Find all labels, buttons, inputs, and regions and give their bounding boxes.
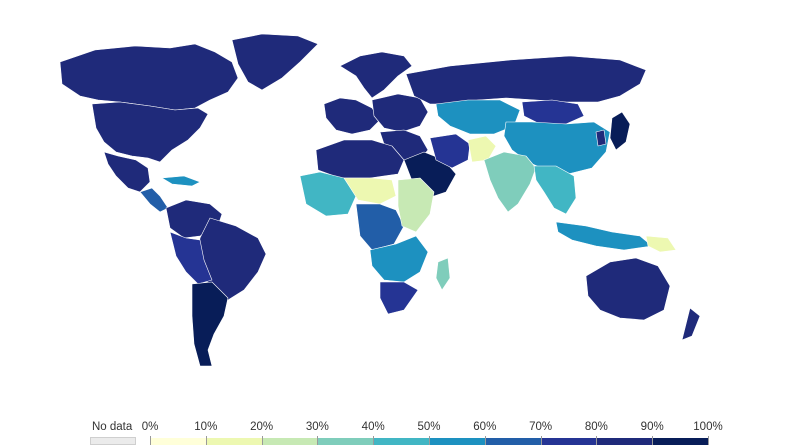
legend-bin-7 (540, 438, 597, 445)
region-mexico[interactable] (103, 151, 151, 193)
region-kazakhstan-central-asia[interactable] (435, 99, 521, 135)
region-indonesia[interactable] (555, 221, 653, 251)
region-united-states[interactable] (91, 101, 209, 163)
legend-bin-3 (317, 438, 374, 445)
region-korea[interactable] (595, 129, 607, 147)
region-iceland-scandinavia[interactable] (339, 51, 413, 99)
region-eastern-europe[interactable] (371, 93, 429, 133)
region-new-zealand[interactable] (681, 307, 701, 341)
legend-tick-label: 70% (529, 421, 553, 433)
region-southern-africa[interactable] (369, 235, 429, 283)
region-east-africa[interactable] (397, 177, 435, 233)
legend-tick-mark (261, 436, 263, 445)
region-south-africa[interactable] (379, 281, 419, 315)
region-central-africa[interactable] (355, 203, 405, 251)
legend-tick-mark (205, 436, 207, 445)
legend-bin-2 (261, 438, 318, 445)
legend-tick-mark (652, 436, 654, 445)
legend-tick-label: 0% (141, 421, 159, 433)
legend-tick-mark (596, 436, 598, 445)
legend-tick-mark (317, 436, 319, 445)
region-argentina-chile[interactable] (191, 281, 229, 367)
legend-bin-6 (484, 438, 541, 445)
region-greenland[interactable] (231, 33, 319, 91)
no-data-label: No data (92, 421, 133, 433)
region-mongolia[interactable] (521, 99, 585, 125)
region-afghanistan[interactable] (467, 135, 497, 163)
legend-tick-label: 40% (361, 421, 385, 433)
region-southeast-asia[interactable] (533, 165, 577, 215)
region-sahel[interactable] (343, 177, 397, 205)
legend-bin-5 (429, 438, 485, 445)
legend-tick-mark (484, 436, 486, 445)
legend-tick-label: 50% (417, 421, 441, 433)
region-japan[interactable] (609, 111, 631, 151)
legend-tick-label: 100% (693, 421, 723, 433)
legend-tick-label: 90% (640, 421, 664, 433)
region-iran[interactable] (429, 133, 471, 169)
region-canada[interactable] (59, 43, 239, 111)
legend-bin-1 (205, 438, 262, 445)
legend-tick-label: 80% (584, 421, 608, 433)
legend-bin-8 (596, 438, 653, 445)
region-western-europe[interactable] (323, 97, 381, 135)
legend-tick-label: 60% (473, 421, 497, 433)
map-regions (59, 33, 701, 367)
legend-tick-mark (373, 436, 375, 445)
region-peru-bolivia[interactable] (169, 231, 213, 285)
region-russia[interactable] (405, 55, 647, 105)
legend-tick-mark (150, 436, 151, 445)
legend-tick-mark (708, 436, 709, 445)
region-caribbean[interactable] (161, 175, 201, 187)
legend-tick-mark (429, 436, 430, 445)
no-data-swatch (90, 437, 136, 445)
region-central-america[interactable] (139, 187, 169, 213)
legend-tick-label: 10% (194, 421, 218, 433)
region-papua-new-guinea[interactable] (645, 235, 677, 253)
region-australia[interactable] (585, 257, 671, 321)
legend-tick-label: 30% (305, 421, 329, 433)
region-madagascar[interactable] (435, 257, 451, 291)
legend-bin-0 (150, 438, 206, 445)
region-west-africa[interactable] (299, 171, 357, 217)
legend-bin-4 (373, 438, 429, 445)
world-choropleth-map (59, 33, 701, 367)
legend-tick-mark (540, 436, 542, 445)
legend-tick-label: 20% (250, 421, 274, 433)
region-india[interactable] (483, 151, 537, 213)
region-north-africa[interactable] (315, 139, 405, 179)
legend-bin-9 (652, 438, 708, 445)
